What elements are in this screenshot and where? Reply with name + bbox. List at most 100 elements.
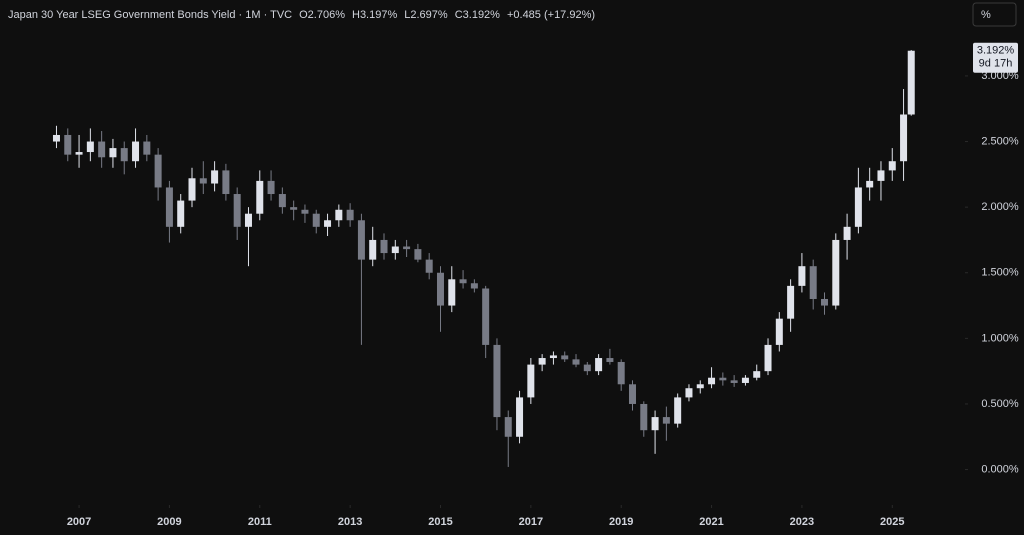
candle-body [583, 364, 591, 372]
candle [346, 203, 354, 227]
candle [177, 194, 185, 234]
scale-button-label[interactable]: % [981, 9, 991, 21]
candle-body [662, 417, 670, 424]
candle-body [809, 266, 817, 299]
candle [312, 209, 320, 234]
candle-body [538, 358, 546, 365]
candle-body [527, 364, 535, 398]
candle-body [719, 377, 727, 381]
candle-body [561, 355, 569, 360]
candle-body [312, 213, 320, 227]
candle [730, 375, 738, 387]
candle [719, 372, 727, 386]
low-text: L2.697% [404, 9, 448, 21]
y-tick-label: 0.500% [981, 398, 1019, 410]
candle [120, 141, 128, 175]
candle-body [674, 397, 682, 424]
candle-body [222, 170, 230, 195]
candle [685, 384, 693, 402]
x-tick-label: 2023 [790, 516, 814, 528]
candle [132, 128, 140, 168]
candle-body [854, 187, 862, 227]
candle [64, 128, 72, 162]
candle-body [504, 417, 512, 437]
candle [877, 161, 885, 201]
candle [188, 167, 196, 208]
candle-body [120, 148, 128, 162]
candle-body [391, 246, 399, 254]
candle [674, 393, 682, 428]
candle-body [403, 246, 411, 250]
candle [267, 170, 275, 201]
candle-body [651, 417, 659, 431]
candle [572, 354, 580, 368]
candle-body [843, 226, 851, 240]
x-tick-label: 2013 [338, 516, 362, 528]
scale-button-box[interactable] [972, 2, 1017, 27]
candle-body [572, 359, 580, 365]
y-tick-label: 1.000% [981, 332, 1019, 344]
candle [301, 204, 309, 223]
candle-body [132, 141, 140, 162]
candle-body [907, 50, 915, 115]
candle-body [516, 397, 524, 437]
scale-button[interactable]: % [972, 2, 1017, 27]
candle-body [764, 344, 772, 372]
candle [75, 134, 83, 168]
candle [651, 410, 659, 454]
candle-body [177, 200, 185, 227]
candle-body [753, 371, 761, 378]
candle-body [470, 283, 478, 289]
candle-body [199, 178, 207, 184]
candle [820, 292, 828, 315]
candle [425, 253, 433, 280]
candle-body [143, 141, 151, 155]
candle [538, 354, 546, 372]
candle-body [696, 384, 704, 389]
candle [52, 125, 60, 149]
candle [369, 226, 377, 267]
candle [403, 239, 411, 258]
candle [448, 266, 456, 313]
candle-body [52, 134, 60, 142]
candle-body [775, 318, 783, 345]
symbol: Japan 30 Year LSEG Government Bonds Yiel… [8, 9, 292, 21]
candle-body [640, 403, 648, 431]
candle [753, 364, 761, 381]
candle-body [290, 207, 298, 210]
candle-body [866, 180, 874, 188]
candle-body [436, 272, 444, 306]
candle [606, 348, 614, 365]
candle [854, 167, 862, 234]
candle-body [820, 298, 828, 306]
candle [832, 233, 840, 310]
y-tick-label: 2.000% [981, 201, 1019, 213]
candle [233, 187, 241, 240]
last-price-label: 3.192% [977, 45, 1015, 57]
candle-body [482, 288, 490, 345]
y-tick-label: 1.500% [981, 267, 1019, 279]
candle [436, 266, 444, 332]
candle [843, 213, 851, 260]
candle [98, 131, 106, 168]
last-price-badge: 3.192%9d 17h [973, 42, 1018, 73]
candle [278, 187, 286, 214]
candle [199, 161, 207, 195]
candle [628, 380, 636, 411]
candle [222, 163, 230, 201]
candle [595, 354, 603, 376]
candle-body [900, 114, 908, 162]
x-tick-label: 2025 [880, 516, 904, 528]
candle-body [154, 154, 162, 188]
candle-body [414, 249, 422, 260]
last-price-box [973, 42, 1018, 73]
candle-body [278, 194, 286, 208]
candle [640, 401, 648, 437]
candle [391, 239, 399, 260]
candle-body [86, 141, 94, 153]
candle [154, 148, 162, 201]
candle-body [617, 361, 625, 385]
candle [775, 312, 783, 352]
close-text: C3.192% [455, 9, 500, 21]
